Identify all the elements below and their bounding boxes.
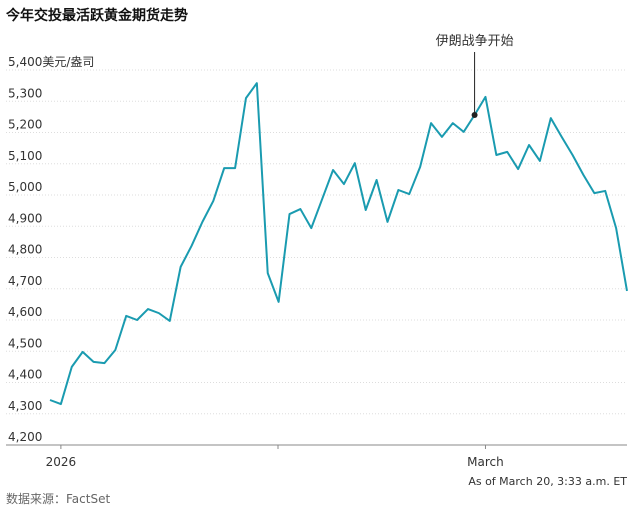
y-tick-label: 4,800 — [8, 243, 42, 257]
y-tick-label: 4,500 — [8, 336, 42, 350]
line — [49, 82, 628, 406]
y-tick-label: 4,200 — [8, 430, 42, 444]
y-tick-label: 5,000 — [8, 180, 42, 194]
y-tick-label: 5,300 — [8, 86, 42, 100]
y-tick-label: 4,400 — [8, 368, 42, 382]
chart-title: 今年交投最活跃黄金期货走势 — [5, 7, 188, 24]
source: 数据来源：FactSet — [6, 491, 110, 506]
y-tick-label: 5,200 — [8, 118, 42, 132]
annotation-text: 伊朗战争开始 — [436, 34, 514, 49]
y-tick-label: 5,400美元/盎司 — [8, 55, 94, 69]
y-tick-label: 4,700 — [8, 274, 42, 288]
y-tick-label: 5,100 — [8, 149, 42, 163]
y-tick-label: 4,900 — [8, 211, 42, 225]
annotation-dot — [471, 112, 478, 118]
x-tick-label: 2026 — [46, 455, 77, 469]
note: As of March 20, 3:33 a.m. ET — [468, 475, 627, 488]
y-tick-label: 4,300 — [8, 399, 42, 413]
y-tick-label: 4,600 — [8, 305, 42, 319]
x-tick-label: March — [467, 455, 504, 469]
